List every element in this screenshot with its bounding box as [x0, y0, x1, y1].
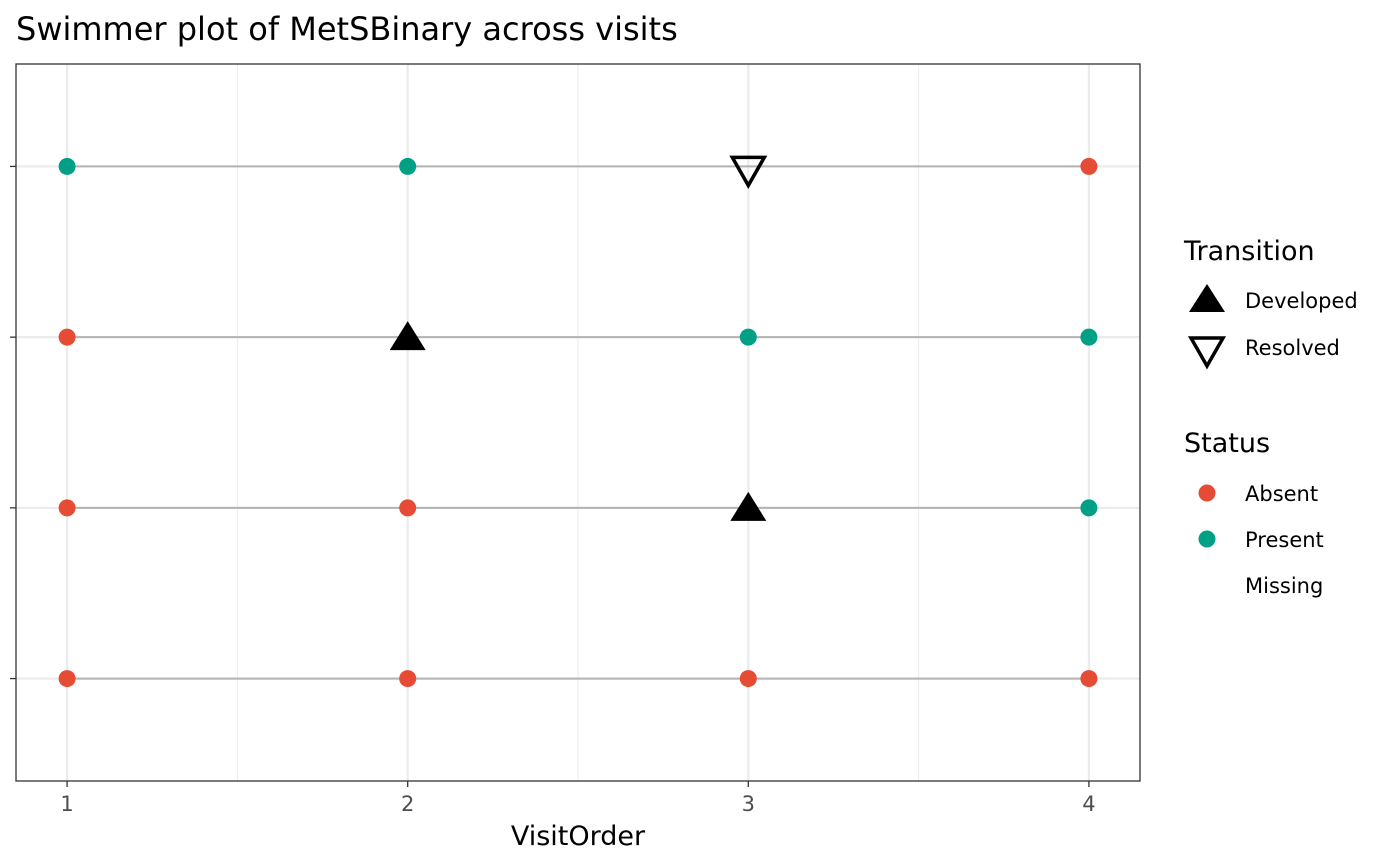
status-point-absent: [399, 670, 417, 688]
status-points: [58, 157, 1098, 688]
legend-key-resolved: [1187, 336, 1227, 370]
transition-markers: [389, 155, 768, 521]
status-point-present: [739, 328, 757, 346]
chart-title: Swimmer plot of MetSBinary across visits: [16, 10, 678, 48]
legend-label-missing: Missing: [1245, 574, 1323, 598]
x-axis: 1 2 3 4: [10, 165, 1096, 816]
swim-lines: [67, 165, 1089, 680]
status-point-present: [1080, 499, 1098, 517]
status-point-present: [1080, 328, 1098, 346]
legend-label-present: Present: [1245, 528, 1324, 552]
status-point-absent: [1080, 157, 1098, 175]
status-point-absent: [58, 670, 76, 688]
status-point-absent: [1080, 670, 1098, 688]
x-tick-label: 1: [60, 792, 73, 816]
status-point-present: [399, 157, 417, 175]
legend-label-absent: Absent: [1245, 482, 1318, 506]
x-tick-label: 4: [1082, 792, 1095, 816]
x-tick-label: 3: [742, 792, 755, 816]
status-point-absent: [58, 499, 76, 517]
legend-key-present: [1198, 530, 1216, 548]
legend-title-transition: Transition: [1183, 236, 1315, 267]
panel-grid: [16, 64, 1140, 781]
resolved-marker: [729, 155, 768, 189]
x-tick-label: 2: [401, 792, 414, 816]
legend-label-developed: Developed: [1245, 289, 1358, 313]
developed-marker: [389, 321, 426, 351]
panel-border: [15, 63, 1141, 782]
legend-key-absent: [1198, 484, 1216, 502]
legend-key-developed: [1189, 284, 1225, 312]
status-point-absent: [58, 328, 76, 346]
legend: Transition Developed Resolved Status Absent P…: [1183, 236, 1358, 598]
status-point-absent: [399, 499, 417, 517]
status-point-present: [58, 157, 76, 175]
developed-marker: [730, 491, 767, 521]
legend-label-resolved: Resolved: [1245, 336, 1340, 360]
status-point-absent: [739, 670, 757, 688]
x-axis-title: VisitOrder: [511, 821, 646, 852]
legend-title-status: Status: [1184, 428, 1270, 459]
